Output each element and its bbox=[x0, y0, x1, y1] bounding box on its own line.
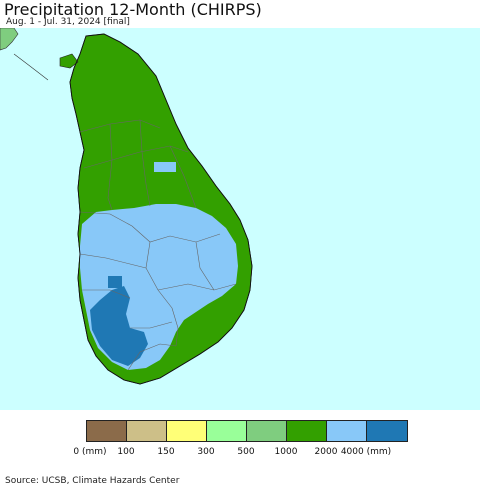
legend-color-bar bbox=[86, 420, 408, 442]
jaffna-islands bbox=[59, 53, 79, 69]
legend-swatch-6 bbox=[327, 421, 367, 441]
legend-swatch-3 bbox=[207, 421, 247, 441]
map-subtitle: Aug. 1 - Jul. 31, 2024 [final] bbox=[6, 17, 130, 27]
map-svg bbox=[0, 28, 480, 410]
legend-swatch-4 bbox=[247, 421, 287, 441]
precipitation-map bbox=[0, 28, 480, 410]
source-credit: Source: UCSB, Climate Hazards Center bbox=[5, 476, 180, 486]
legend-tick-label: 1000 bbox=[274, 447, 298, 457]
legend-tick-label: 4000 (mm) bbox=[340, 447, 392, 457]
legend: 0 (mm) 100 150 300 500 1000 2000 4000 (mm) bbox=[0, 414, 480, 464]
legend-tick-label: 0 (mm) bbox=[73, 447, 107, 457]
india-tip-land bbox=[0, 28, 19, 51]
india-coastline bbox=[13, 53, 49, 81]
very-wet-patch bbox=[108, 276, 122, 288]
legend-swatch-0 bbox=[87, 421, 127, 441]
district-boundaries bbox=[79, 119, 237, 371]
legend-swatch-2 bbox=[167, 421, 207, 441]
wet-patch-north bbox=[154, 162, 176, 172]
legend-swatch-5 bbox=[287, 421, 327, 441]
island-coastline bbox=[69, 33, 253, 385]
map-title: Precipitation 12-Month (CHIRPS) bbox=[4, 0, 262, 19]
legend-tick-label: 150 bbox=[157, 447, 175, 457]
very-wet-zone bbox=[90, 286, 148, 366]
legend-tick-label: 100 bbox=[117, 447, 135, 457]
legend-tick-label: 500 bbox=[237, 447, 255, 457]
legend-swatch-1 bbox=[127, 421, 167, 441]
legend-swatch-7 bbox=[367, 421, 407, 441]
legend-tick-label: 2000 bbox=[314, 447, 338, 457]
legend-tick-label: 300 bbox=[197, 447, 215, 457]
